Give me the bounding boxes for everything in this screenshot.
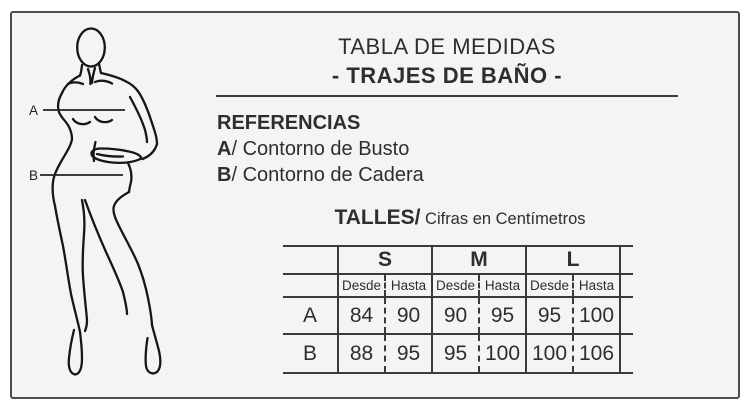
corner-cell <box>283 273 338 297</box>
sizes-heading-line: TALLES/ Cifras en Centímetros <box>280 206 640 230</box>
reference-key-a: A <box>217 138 232 160</box>
measurement-cell: 88 <box>337 333 385 374</box>
measurement-cell: 100 <box>572 296 620 334</box>
hip-marker-label: B <box>29 168 38 183</box>
reference-text-bust: / Contorno de Busto <box>231 138 410 160</box>
size-header-row: S M L <box>283 245 633 274</box>
range-from-cell: Desde <box>525 273 573 297</box>
measurement-cell: 90 <box>384 296 432 334</box>
size-chart-panel: A B TABLA DE MEDIDAS - TRAJES DE BAÑO - … <box>10 11 740 399</box>
references-heading: REFERENCIAS <box>217 112 361 134</box>
bust-marker-label: A <box>29 103 38 118</box>
title-block: TABLA DE MEDIDAS - TRAJES DE BAÑO - <box>216 32 678 90</box>
size-group-l: L <box>525 245 620 274</box>
page-subtitle: - TRAJES DE BAÑO - <box>331 63 563 88</box>
references-section: REFERENCIAS A/ Contorno de Busto B/ Cont… <box>217 110 424 188</box>
table-row-bust: A 84 90 90 95 95 100 <box>283 296 633 334</box>
reference-key-b: B <box>217 164 232 186</box>
rule-overhang-cell <box>619 296 633 334</box>
range-from-cell: Desde <box>337 273 385 297</box>
measurement-cell: 95 <box>525 296 573 334</box>
row-label-cell: B <box>283 333 338 374</box>
measurement-cell: 95 <box>384 333 432 374</box>
size-group-s: S <box>337 245 432 274</box>
rule-overhang-cell <box>619 273 633 297</box>
sizes-table: S M L Desde Hasta Desde Hasta Desde Hast… <box>283 245 633 374</box>
range-to-cell: Hasta <box>572 273 620 297</box>
sizes-subheading: Cifras en Centímetros <box>420 210 586 228</box>
measurement-cell: 100 <box>525 333 573 374</box>
measurement-cell: 84 <box>337 296 385 334</box>
range-to-cell: Hasta <box>384 273 432 297</box>
measurement-cell: 100 <box>478 333 526 374</box>
measurement-cell: 95 <box>478 296 526 334</box>
range-header-row: Desde Hasta Desde Hasta Desde Hasta <box>283 273 633 297</box>
body-outline <box>51 27 162 376</box>
table-row-hip: B 88 95 95 100 100 106 <box>283 333 633 374</box>
row-label-cell: A <box>283 296 338 334</box>
measurement-cell: 90 <box>431 296 479 334</box>
corner-cell <box>283 245 338 274</box>
reference-item-bust: A/ Contorno de Busto <box>217 136 424 162</box>
rule-overhang-cell <box>619 333 633 374</box>
measurement-lines <box>40 109 125 176</box>
range-from-cell: Desde <box>431 273 479 297</box>
rule-overhang-cell <box>619 245 633 274</box>
female-silhouette-drawing: A B <box>29 27 162 376</box>
title-separator-rule <box>216 95 678 97</box>
measurement-cell: 95 <box>431 333 479 374</box>
page-title: TABLA DE MEDIDAS <box>338 34 556 59</box>
head-outline <box>76 27 106 68</box>
sizes-heading: TALLES/ <box>334 206 421 229</box>
range-to-cell: Hasta <box>478 273 526 297</box>
reference-text-hip: / Contorno de Cadera <box>231 164 424 186</box>
measurement-cell: 106 <box>572 333 620 374</box>
size-group-m: M <box>431 245 526 274</box>
reference-item-hip: B/ Contorno de Cadera <box>217 162 424 188</box>
